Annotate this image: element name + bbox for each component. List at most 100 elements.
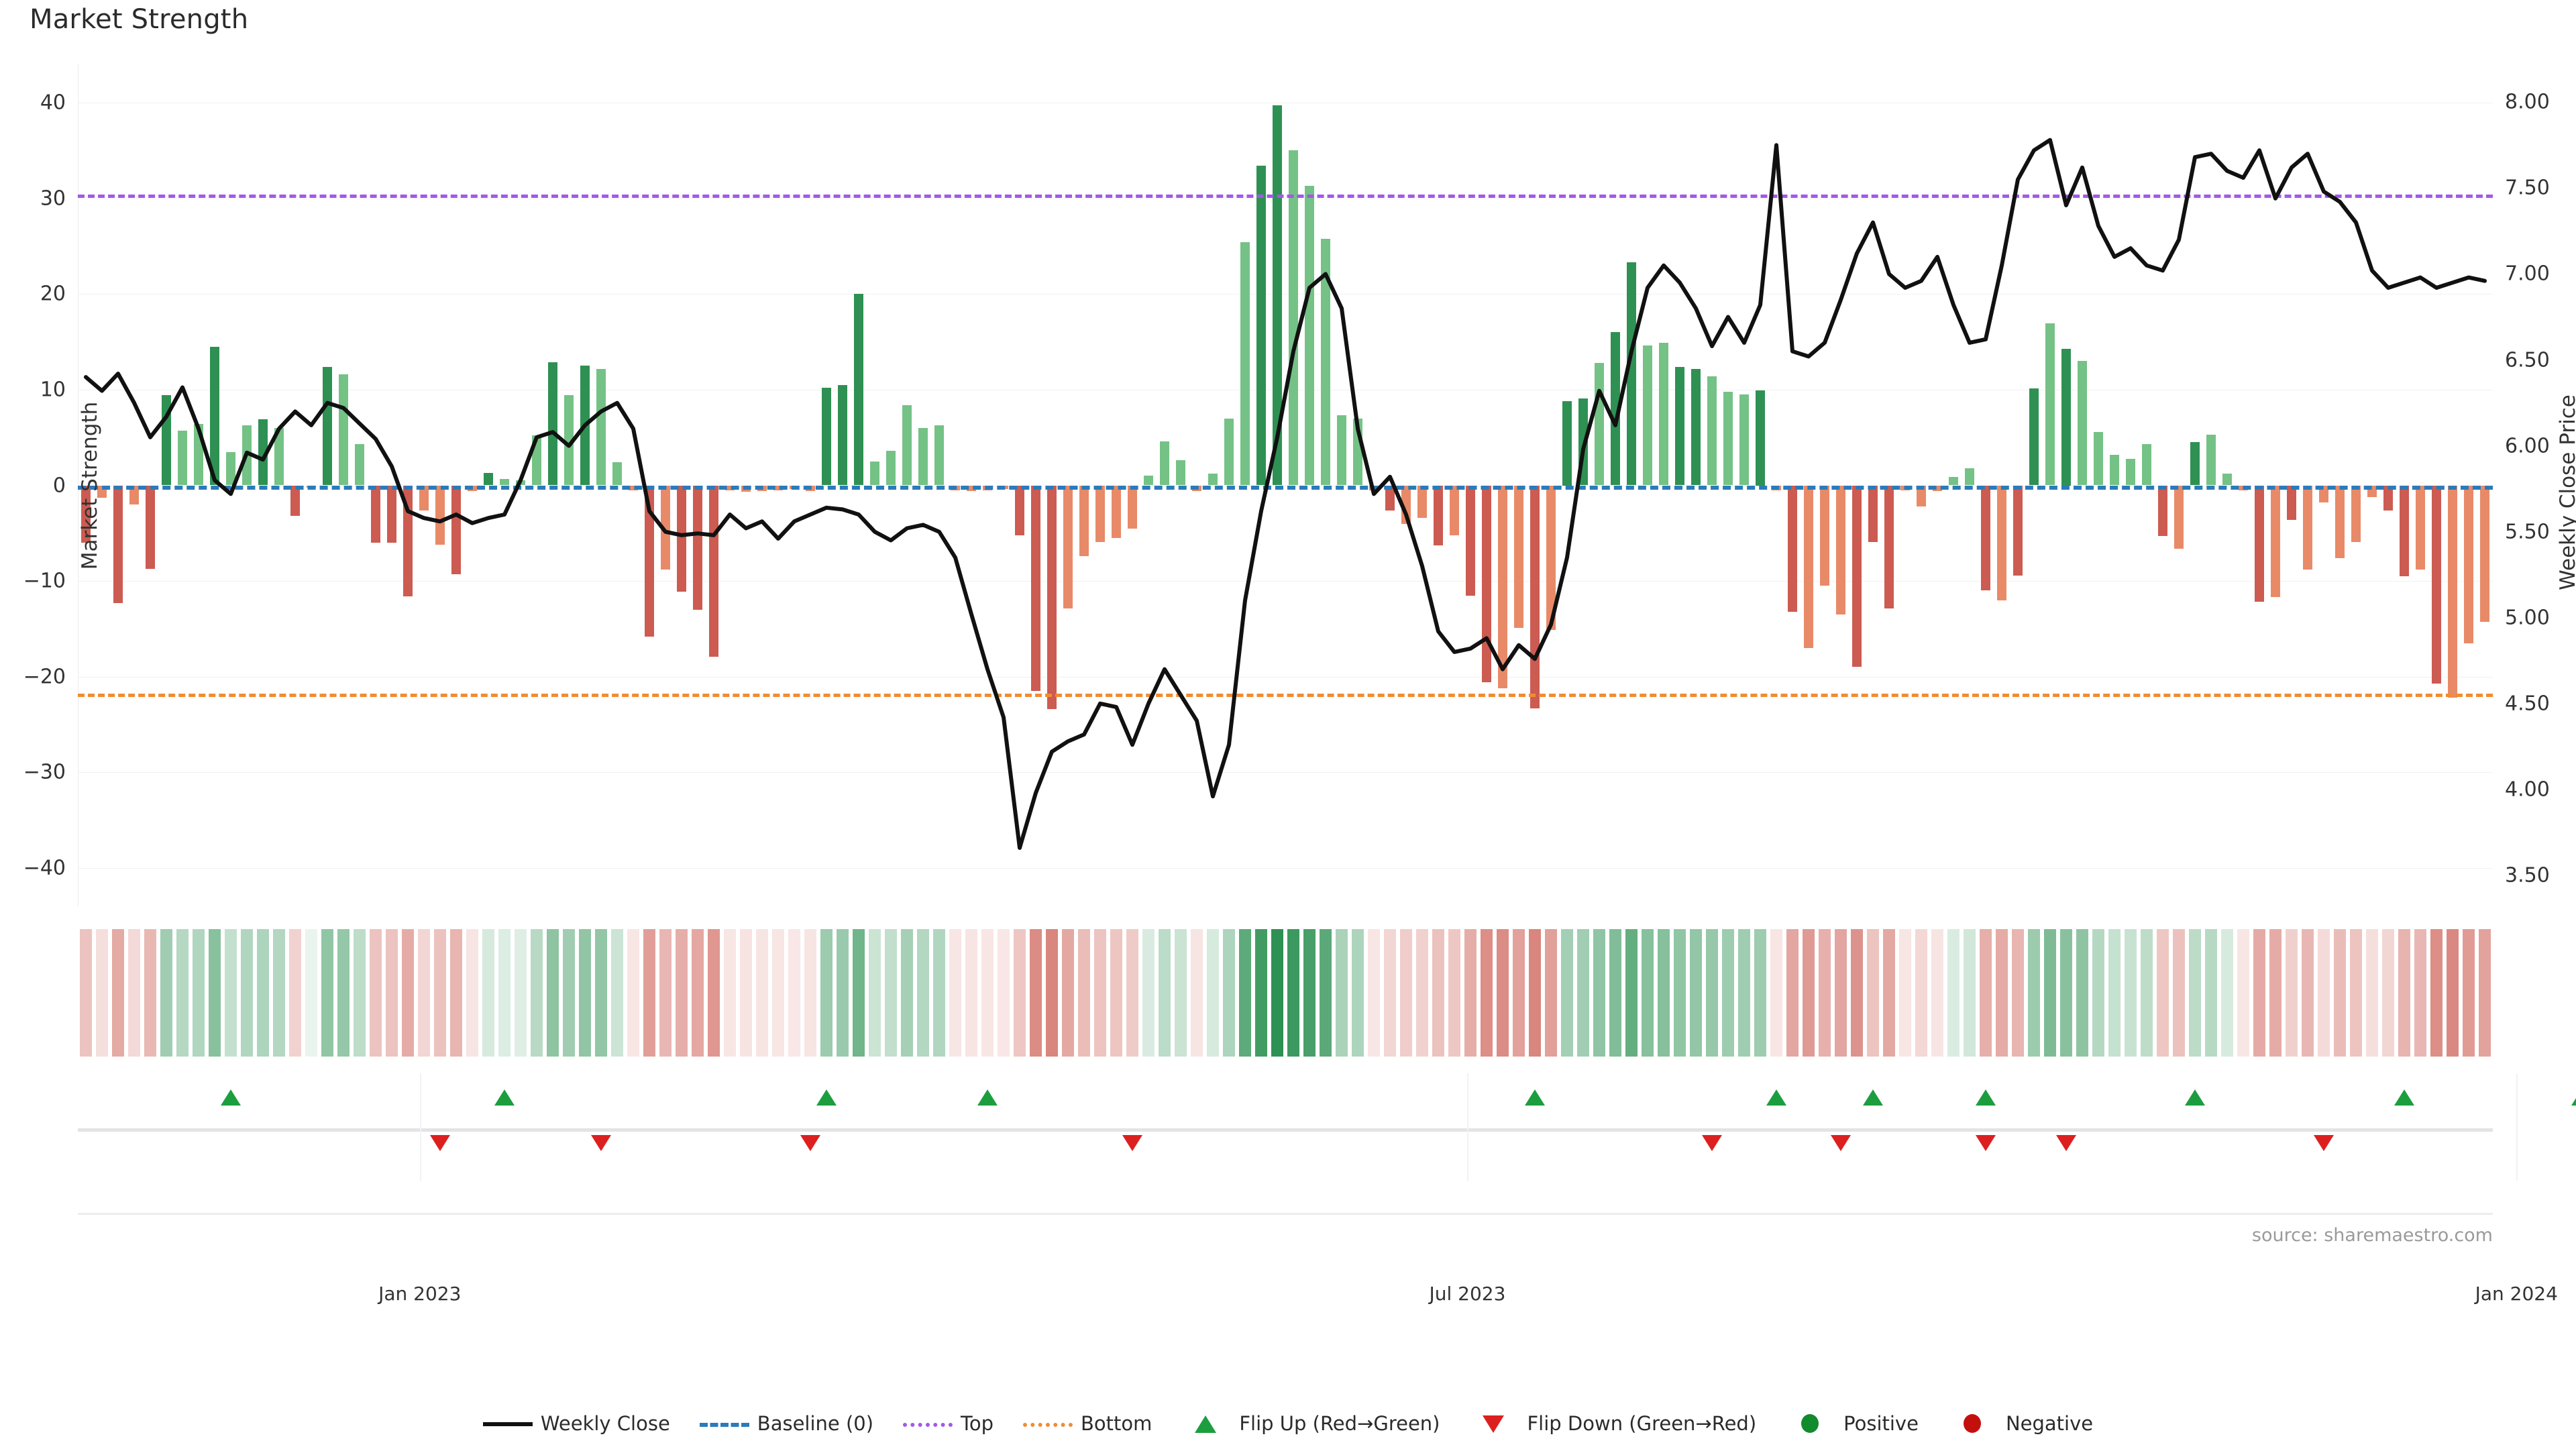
legend-item-label: Positive <box>1843 1412 1919 1435</box>
heatmap-cell <box>1980 929 1992 1057</box>
heatmap-cell <box>1126 929 1138 1057</box>
legend-item[interactable]: Bottom <box>1022 1412 1152 1435</box>
flip-up-marker <box>1863 1089 1883 1106</box>
flip-down-triangle-icon <box>1469 1413 1519 1434</box>
heatmap-cell <box>1239 929 1251 1057</box>
heatmap-cell <box>1770 929 1782 1057</box>
flip-marker-area <box>78 1073 2576 1181</box>
heatmap-cell <box>2479 929 2491 1057</box>
flip-down-marker <box>591 1135 611 1151</box>
heatmap-cell <box>466 929 478 1057</box>
heatmap-cell <box>160 929 172 1057</box>
strength-bar <box>1803 485 1814 648</box>
strength-bar <box>2334 485 2345 558</box>
heatmap-cell <box>1207 929 1219 1057</box>
strength-bar <box>837 384 848 486</box>
heatmap-cell <box>531 929 543 1057</box>
heatmap-cell <box>837 929 849 1057</box>
heatmap-cell <box>1175 929 1187 1057</box>
strength-bar <box>1449 485 1460 535</box>
y-axis-right-tick: 5.00 <box>2505 606 2550 630</box>
y-axis-left-tick: 10 <box>40 378 66 402</box>
y-axis-right-tick: 6.00 <box>2505 434 2550 458</box>
heatmap-cell <box>1851 929 1863 1057</box>
legend-item-label: Weekly Close <box>540 1412 670 1435</box>
legend-item-label: Flip Down (Green→Red) <box>1527 1412 1757 1435</box>
heatmap-cell <box>1400 929 1412 1057</box>
legend-item[interactable]: Positive <box>1786 1412 1919 1435</box>
heatmap-cell <box>1464 929 1477 1057</box>
strength-bar <box>2190 442 2200 486</box>
heatmap-cell <box>708 929 720 1057</box>
y-axis-right-tick: 4.00 <box>2505 777 2550 802</box>
heatmap-cell <box>2092 929 2104 1057</box>
y-axis-left-tick: −30 <box>23 760 66 784</box>
heatmap-cell <box>901 929 913 1057</box>
strength-bar <box>1320 238 1331 486</box>
heatmap-cell <box>1110 929 1122 1057</box>
heatmap-cell <box>321 929 333 1057</box>
strength-heatmap-strip <box>78 929 2493 1057</box>
legend-item[interactable]: Baseline (0) <box>699 1412 873 1435</box>
heatmap-cell <box>2028 929 2040 1057</box>
heatmap-cell <box>1803 929 1815 1057</box>
legend-item[interactable]: Weekly Close <box>482 1412 670 1435</box>
strength-bar <box>1063 485 1073 609</box>
heatmap-cell <box>273 929 285 1057</box>
flip-down-marker <box>430 1135 450 1151</box>
heatmap-cell <box>354 929 366 1057</box>
strength-bar <box>1401 485 1411 524</box>
y-axis-right-tick: 7.00 <box>2505 262 2550 286</box>
legend-item[interactable]: Negative <box>1948 1412 2093 1435</box>
dot-swatch <box>1801 1414 1819 1433</box>
heatmap-cell <box>1255 929 1267 1057</box>
dot-swatch <box>1963 1414 1981 1433</box>
strength-bar <box>1787 485 1798 612</box>
legend-item-label: Flip Up (Red→Green) <box>1239 1412 1440 1435</box>
y-axis-left-tick: 0 <box>52 474 66 497</box>
heatmap-cell <box>1835 929 1847 1057</box>
flip-up-marker <box>2394 1089 2414 1106</box>
y-axis-left-tick: 40 <box>40 91 66 115</box>
heatmap-cell <box>2189 929 2201 1057</box>
heatmap-cell <box>1754 929 1766 1057</box>
strength-bar <box>499 478 510 486</box>
strength-bar <box>1739 394 1750 486</box>
strength-bar <box>2383 485 2394 511</box>
y-axis-right-tick: 6.50 <box>2505 348 2550 372</box>
strength-bar <box>2463 485 2474 643</box>
strength-bar <box>1497 485 1508 688</box>
strength-bar <box>660 485 671 570</box>
baseline-reference-line <box>78 485 2493 490</box>
heatmap-cell <box>498 929 511 1057</box>
heatmap-cell <box>418 929 430 1057</box>
heatmap-cell <box>80 929 92 1057</box>
heatmap-cell <box>2060 929 2072 1057</box>
heatmap-cell <box>2076 929 2088 1057</box>
legend-item[interactable]: Flip Up (Red→Green) <box>1181 1412 1440 1435</box>
legend-item[interactable]: Top <box>903 1412 994 1435</box>
heatmap-cell <box>2141 929 2153 1057</box>
heatmap-cell <box>289 929 301 1057</box>
heatmap-cell <box>643 929 655 1057</box>
gridline <box>78 772 2493 773</box>
heatmap-cell <box>386 929 398 1057</box>
line-swatch <box>699 1423 749 1427</box>
heatmap-cell <box>2366 929 2378 1057</box>
heatmap-cell <box>370 929 382 1057</box>
strength-bar <box>1481 485 1492 683</box>
heatmap-cell <box>2205 929 2217 1057</box>
y-axis-right-tick: 5.50 <box>2505 520 2550 544</box>
legend-item[interactable]: Flip Down (Green→Red) <box>1469 1412 1756 1435</box>
heatmap-cell <box>788 929 800 1057</box>
heatmap-cell <box>1593 929 1605 1057</box>
strength-bar <box>2351 485 2361 542</box>
strength-bar <box>1014 485 1025 535</box>
flip-down-marker <box>800 1135 820 1151</box>
strength-bar <box>2415 485 2426 570</box>
strength-bar <box>1755 390 1766 486</box>
x-gridline <box>2516 1073 2518 1181</box>
heatmap-cell <box>1513 929 1525 1057</box>
flip-up-marker <box>1976 1089 1996 1106</box>
